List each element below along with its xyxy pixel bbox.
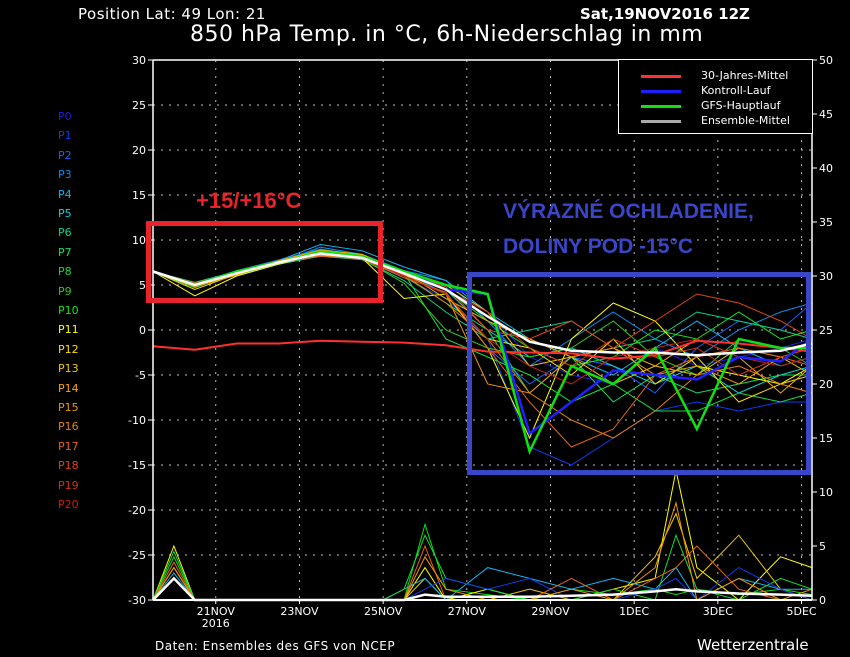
member-label: P15 <box>58 401 79 414</box>
member-label: P5 <box>58 207 72 220</box>
precip-series <box>152 470 813 602</box>
member-label: P16 <box>58 420 79 434</box>
x-tick-label: 23NOV <box>280 605 319 618</box>
precip-line <box>152 576 813 602</box>
x-tick-label: 29NOV <box>531 605 570 618</box>
y-tick-label: 0 <box>139 324 146 337</box>
y2-tick-label: 15 <box>819 432 833 445</box>
member-label: P1 <box>58 129 72 143</box>
member-label: P9 <box>58 284 72 298</box>
y-tick-label: 25 <box>132 99 146 112</box>
x-tick-label: 25NOV <box>364 605 403 618</box>
y-tick-label: -15 <box>128 459 146 472</box>
y2-tick-label: 45 <box>819 108 833 121</box>
y2-tick-label: 10 <box>819 486 833 499</box>
y-tick-label: -25 <box>128 549 146 562</box>
cold-highlight-box <box>467 272 811 475</box>
member-label: P3 <box>58 168 72 182</box>
cold-annotation-line2: DOLINY POD -15°C <box>503 235 694 258</box>
member-label: P12 <box>58 342 79 356</box>
position-label: Position Lat: 49 Lon: 21 <box>78 5 266 23</box>
legend-swatch <box>641 90 681 93</box>
y-tick-label: 15 <box>132 189 146 202</box>
member-label: P10 <box>58 304 79 317</box>
x-tick-label: 21NOV <box>197 605 236 618</box>
main-line-ensemble-mittel <box>152 252 813 357</box>
member-label: P20 <box>58 498 79 511</box>
warm-highlight-box <box>146 221 383 303</box>
member-label: P2 <box>58 148 72 162</box>
main-line-30-jahres-mittel <box>152 339 813 360</box>
legend-swatch <box>641 105 681 108</box>
member-label: P19 <box>58 478 79 492</box>
member-label: P14 <box>58 381 79 395</box>
member-label: P4 <box>58 187 72 201</box>
y-tick-label: -10 <box>128 414 146 427</box>
x-tick-label: 27NOV <box>448 605 487 618</box>
cold-annotation-line1: VÝRAZNÉ OCHLADENIE, <box>503 200 754 223</box>
legend-label: Kontroll-Lauf <box>701 84 771 97</box>
y-tick-label: 20 <box>132 144 146 157</box>
legend-label: Ensemble-Mittel <box>701 114 790 127</box>
y2-tick-label: 25 <box>819 324 833 337</box>
y-tick-label: 5 <box>139 279 146 292</box>
y2-tick-label: 5 <box>819 540 826 553</box>
grid <box>153 60 812 600</box>
member-label: P8 <box>58 265 72 279</box>
brand-label: Wetterzentrale <box>697 636 809 654</box>
run-date: Sat,19NOV2016 12Z <box>580 5 750 23</box>
data-source: Daten: Ensembles des GFS von NCEP <box>155 639 396 653</box>
precip-line <box>152 500 813 601</box>
y2-tick-label: 30 <box>819 270 833 283</box>
legend-label: 30-Jahres-Mittel <box>701 69 789 82</box>
y2-tick-label: 20 <box>819 378 833 391</box>
precip-line <box>152 566 812 601</box>
x-tick-year: 2016 <box>202 617 230 630</box>
y2-tick-label: 50 <box>819 54 833 67</box>
member-label: P0 <box>58 110 72 123</box>
warm-annotation: +15/+16°C <box>196 188 302 213</box>
legend-swatch <box>641 120 681 123</box>
y-tick-label: -5 <box>135 369 146 382</box>
x-tick-label: 1DEC <box>619 605 649 618</box>
y-tick-label: 10 <box>132 234 146 247</box>
member-label: P11 <box>58 323 79 337</box>
x-tick-label: 3DEC <box>703 605 733 618</box>
precip-line <box>152 567 813 601</box>
legend: 30-Jahres-Mittel Kontroll-Lauf GFS-Haupt… <box>618 59 813 134</box>
precip-line <box>152 470 813 601</box>
member-label: P17 <box>58 439 79 453</box>
y2-tick-label: 0 <box>819 594 826 607</box>
member-label: P7 <box>58 245 72 259</box>
legend-swatch <box>641 75 681 78</box>
chart-title: 850 hPa Temp. in °C, 6h-Niederschlag in … <box>190 22 704 47</box>
main-series <box>152 250 813 456</box>
y2-tick-label: 35 <box>819 216 833 229</box>
legend-label: GFS-Hauptlauf <box>701 99 781 112</box>
member-label: P18 <box>58 459 79 473</box>
y-tick-label: 30 <box>132 54 146 67</box>
x-tick-label: 5DEC <box>786 605 816 618</box>
member-label: P13 <box>58 362 79 376</box>
member-label: P6 <box>58 226 72 240</box>
y2-tick-label: 40 <box>819 162 833 175</box>
y-tick-label: -30 <box>128 594 146 607</box>
y-tick-label: -20 <box>128 504 146 517</box>
